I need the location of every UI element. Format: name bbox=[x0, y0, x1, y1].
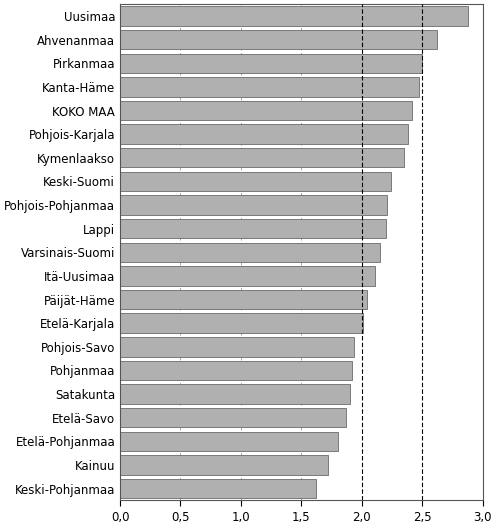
Bar bbox=[120, 30, 436, 49]
Bar bbox=[120, 242, 380, 262]
Bar bbox=[120, 172, 391, 191]
Bar bbox=[120, 101, 413, 120]
Bar bbox=[120, 337, 355, 356]
Bar bbox=[120, 290, 367, 309]
Bar bbox=[120, 432, 338, 451]
Bar bbox=[120, 266, 375, 286]
Bar bbox=[120, 361, 352, 380]
Bar bbox=[120, 314, 363, 333]
Bar bbox=[120, 408, 346, 427]
Bar bbox=[120, 455, 328, 475]
Bar bbox=[120, 53, 422, 73]
Bar bbox=[120, 125, 408, 144]
Bar bbox=[120, 6, 468, 26]
Bar bbox=[120, 479, 316, 498]
Bar bbox=[120, 384, 350, 404]
Bar bbox=[120, 219, 386, 238]
Bar bbox=[120, 77, 419, 97]
Bar bbox=[120, 148, 404, 167]
Bar bbox=[120, 195, 387, 215]
